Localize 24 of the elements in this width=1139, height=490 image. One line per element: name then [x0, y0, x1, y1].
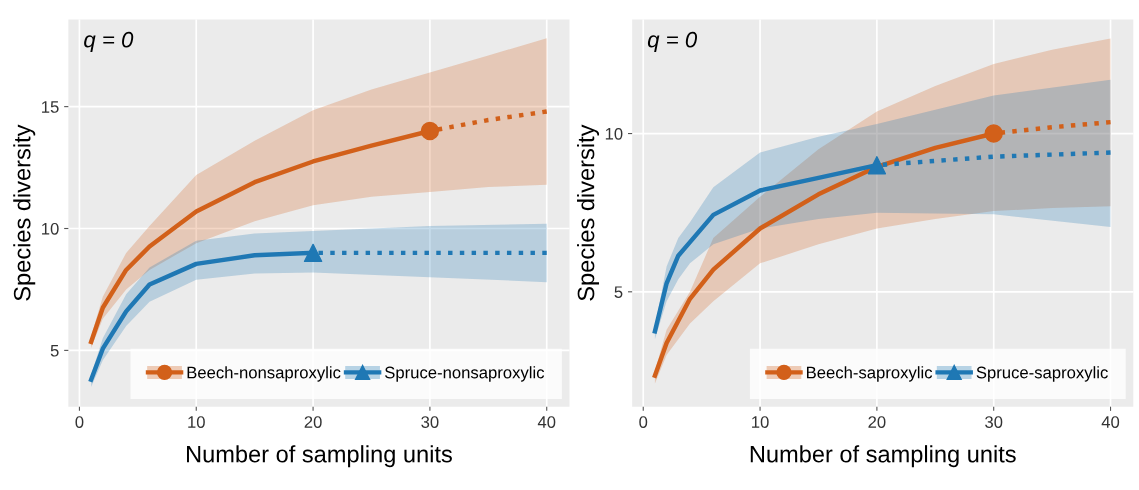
y-axis-title: Species diversity [577, 124, 600, 301]
x-tick-label: 30 [421, 416, 439, 428]
y-tick-label: 5 [614, 286, 623, 299]
x-tick-label: 0 [75, 416, 84, 428]
y-tick-label: 15 [42, 101, 59, 113]
annotation: q = 0 [84, 31, 134, 52]
y-tick-label: 5 [50, 344, 59, 357]
legend-label: Beech-saproxylic [806, 366, 933, 382]
x-tick-label: 30 [985, 416, 1003, 428]
x-tick-label: 10 [188, 416, 205, 428]
legend-label: Spruce-nonsaproxylic [385, 366, 545, 382]
legend-label: Beech-nonsaproxylic [187, 366, 341, 382]
y-tick-label: 10 [42, 222, 59, 235]
x-tick-label: 40 [1101, 416, 1120, 428]
x-axis-title: Number of sampling units [750, 445, 1016, 468]
x-tick-label: 10 [752, 416, 769, 428]
legend-label: Spruce-saproxylic [976, 366, 1108, 382]
x-tick-label: 20 [304, 416, 322, 428]
x-axis-title: Number of sampling units [187, 445, 452, 468]
annotation: q = 0 [647, 31, 698, 52]
x-tick-label: 20 [868, 416, 886, 428]
y-axis-title: Species diversity [13, 124, 36, 301]
x-tick-label: 40 [537, 416, 556, 428]
x-tick-label: 0 [639, 416, 648, 428]
